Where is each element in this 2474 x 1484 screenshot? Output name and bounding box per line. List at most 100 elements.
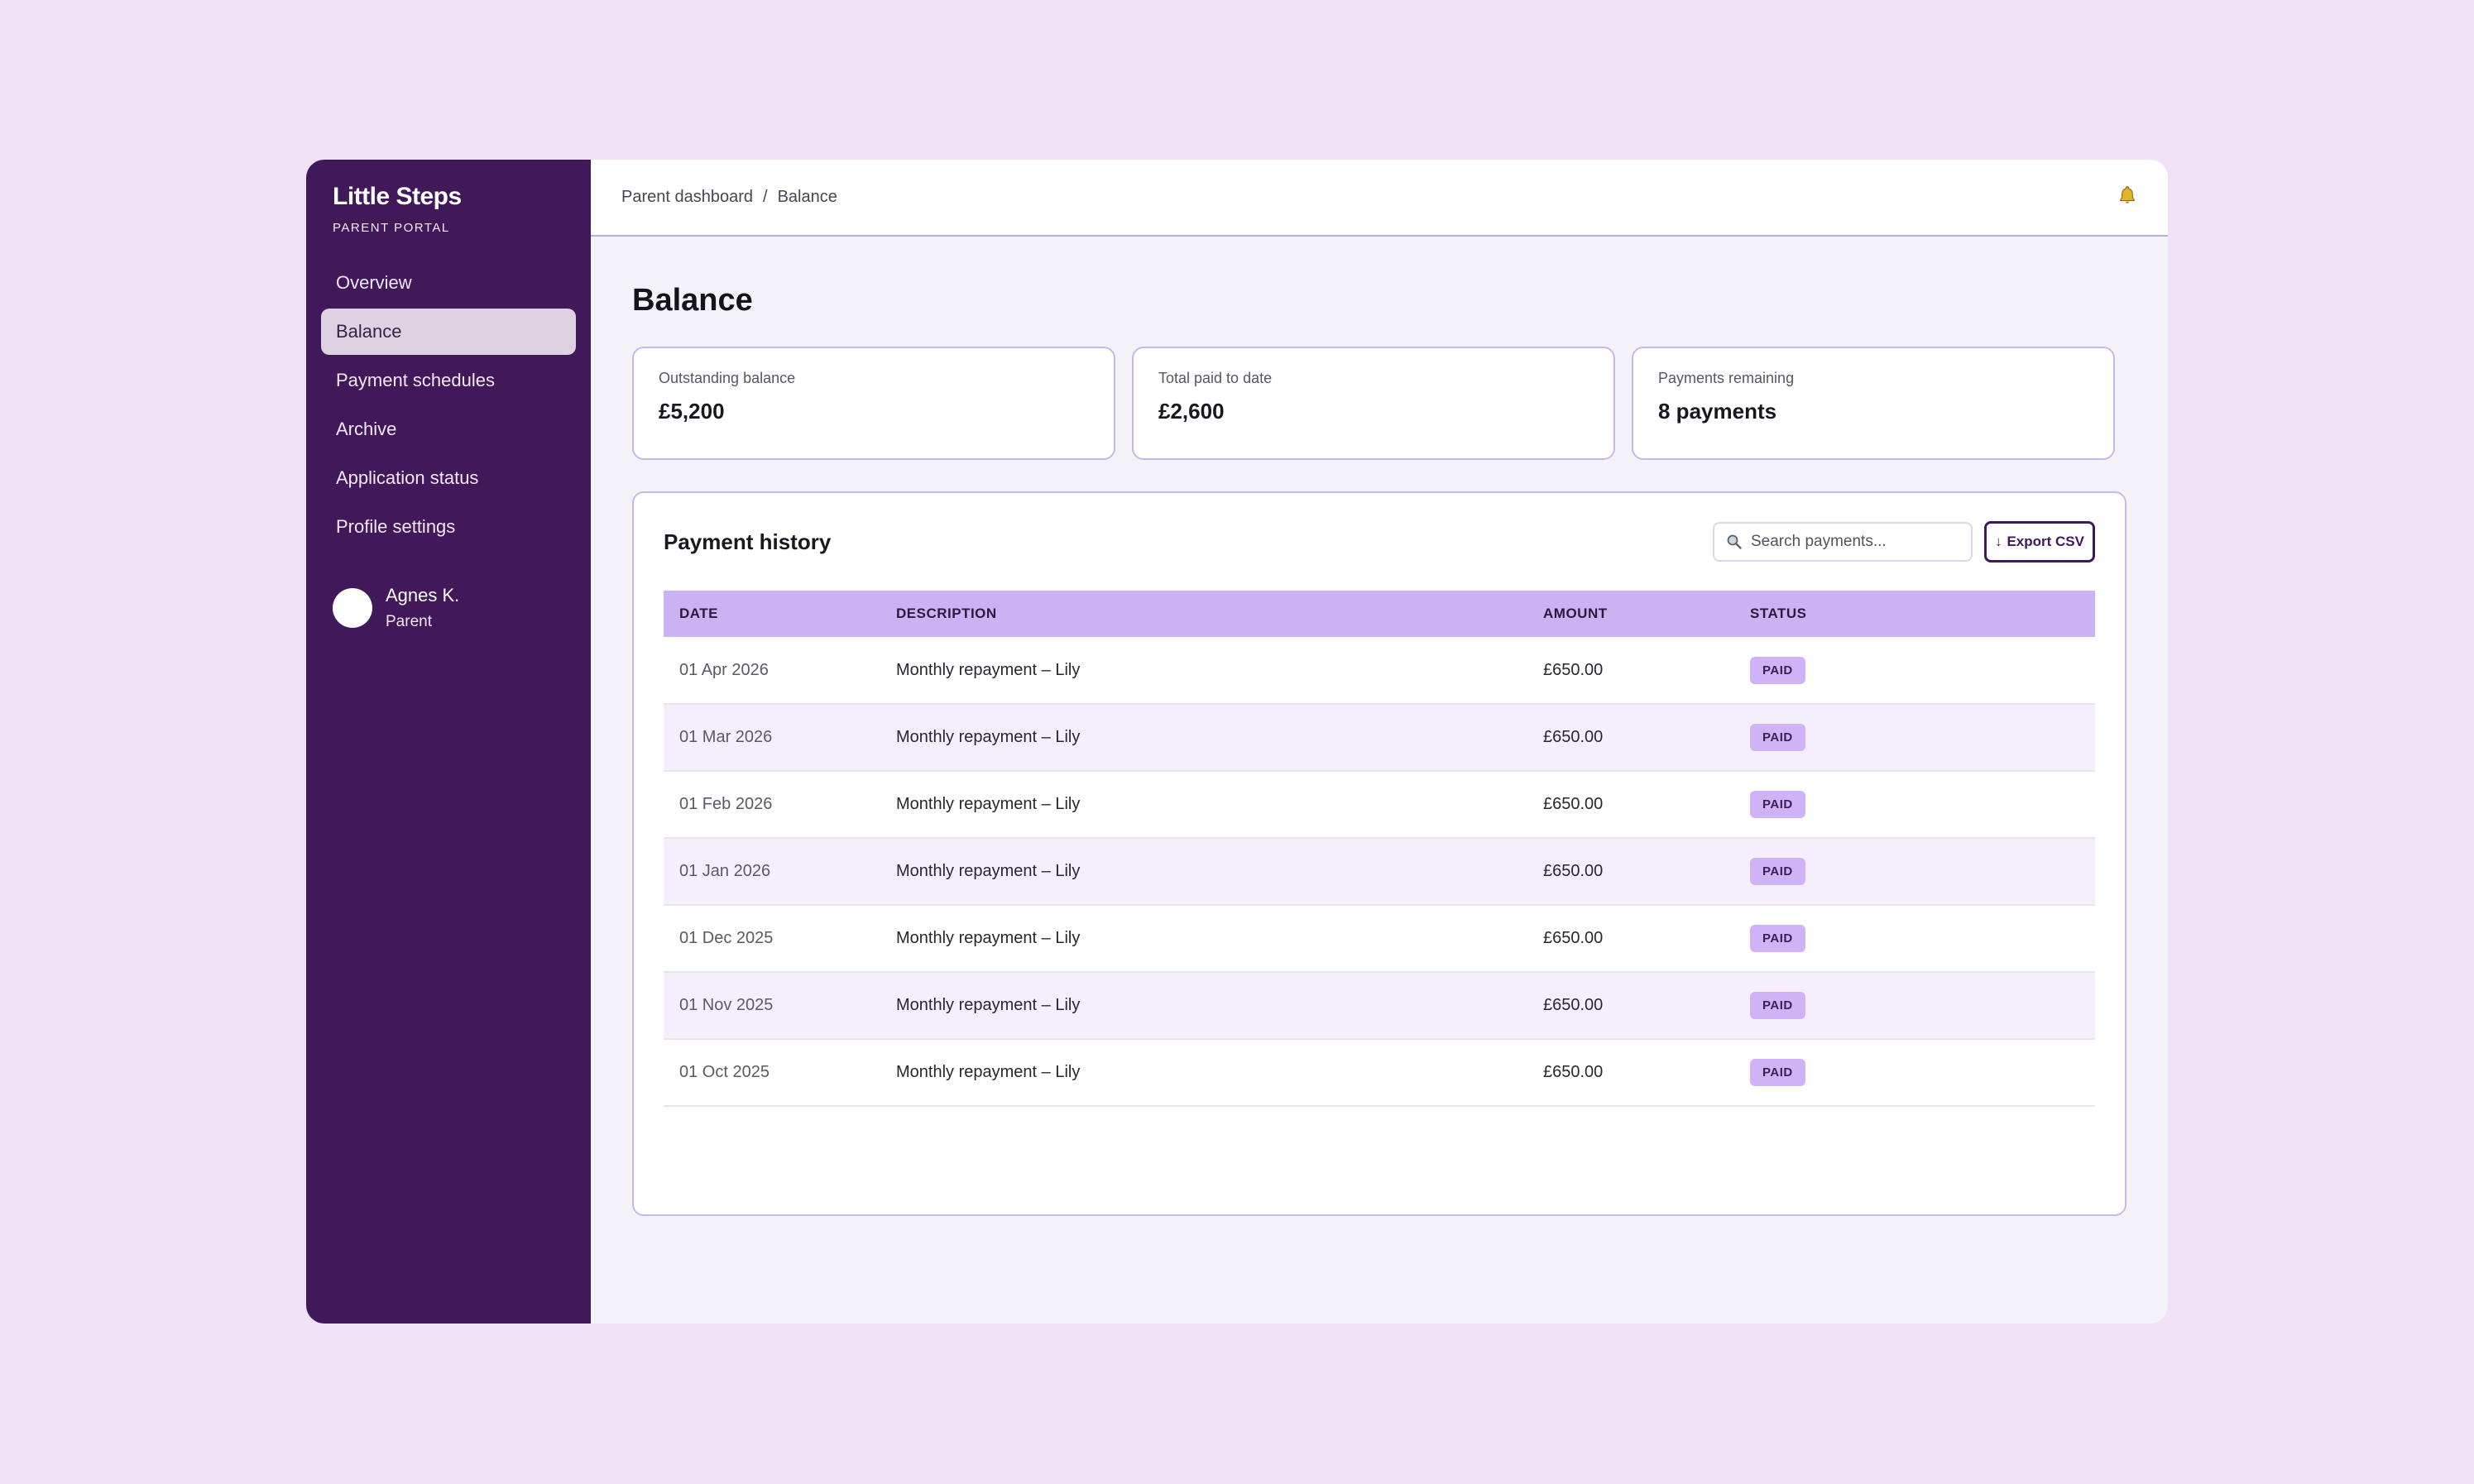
- sidebar-item-payment-schedules[interactable]: Payment schedules: [321, 357, 576, 404]
- cell-amount: £650.00: [1543, 637, 1750, 705]
- status-badge: PAID: [1750, 992, 1805, 1019]
- status-badge: PAID: [1750, 724, 1805, 751]
- cell-status: PAID: [1750, 771, 2095, 839]
- table-row[interactable]: 01 Dec 2025 Monthly repayment – Lily £65…: [664, 905, 2095, 973]
- table-row[interactable]: 01 Oct 2025 Monthly repayment – Lily £65…: [664, 1039, 2095, 1107]
- stat-card-outstanding-balance: Outstanding balance £5,200: [632, 347, 1115, 460]
- stat-label: Total paid to date: [1158, 370, 1273, 386]
- download-arrow-icon: ↓: [1994, 534, 2002, 549]
- cell-amount: £650.00: [1543, 1039, 1750, 1107]
- cell-date: 01 Oct 2025: [664, 1039, 896, 1107]
- cell-status: PAID: [1750, 704, 2095, 772]
- cell-date: 01 Nov 2025: [664, 972, 896, 1040]
- table-row[interactable]: 01 Nov 2025 Monthly repayment – Lily £65…: [664, 972, 2095, 1040]
- sidebar-item-label: Archive: [336, 419, 397, 439]
- sidebar-item-label: Application status: [336, 467, 479, 488]
- sidebar-item-label: Balance: [336, 321, 402, 342]
- main-area: Parent dashboard / Balance Balance Outst…: [591, 160, 2168, 1324]
- search-placeholder: Search payments...: [1750, 533, 1887, 550]
- cell-date: 01 Jan 2026: [664, 838, 896, 906]
- cell-description: Monthly repayment – Lily: [896, 972, 1543, 1040]
- content: Balance Outstanding balance £5,200 Total…: [591, 283, 2168, 1216]
- status-badge: PAID: [1750, 858, 1805, 885]
- user-info: Agnes K. Parent: [386, 585, 459, 631]
- export-label: Export CSV: [2007, 534, 2084, 549]
- card-header: Payment history Search payments... ↓ Exp…: [664, 493, 2095, 591]
- search-input[interactable]: Search payments...: [1712, 522, 1973, 562]
- cell-status: PAID: [1750, 637, 2095, 705]
- cell-amount: £650.00: [1543, 905, 1750, 973]
- user-role: Parent: [386, 613, 432, 630]
- column-header-amount: AMOUNT: [1543, 606, 1608, 621]
- cell-date: 01 Mar 2026: [664, 704, 896, 772]
- page-title: Balance: [632, 283, 753, 318]
- status-badge: PAID: [1750, 925, 1805, 952]
- stat-label: Outstanding balance: [659, 370, 796, 386]
- cell-status: PAID: [1750, 838, 2095, 906]
- user-profile[interactable]: Agnes K. Parent: [321, 585, 576, 631]
- cell-description: Monthly repayment – Lily: [896, 771, 1543, 839]
- sidebar-item-archive[interactable]: Archive: [321, 406, 576, 452]
- breadcrumb-current: Balance: [777, 188, 837, 206]
- payment-history-card: Payment history Search payments... ↓ Exp…: [632, 491, 2126, 1216]
- breadcrumb: Parent dashboard / Balance: [621, 188, 837, 207]
- cell-amount: £650.00: [1543, 771, 1750, 839]
- sidebar: Little Steps PARENT PORTAL Overview Bala…: [306, 160, 591, 1324]
- stat-value: £2,600: [1158, 399, 1225, 424]
- card-tools: Search payments... ↓ Export CSV: [1712, 521, 2095, 562]
- sidebar-item-profile-settings[interactable]: Profile settings: [321, 504, 576, 550]
- cell-amount: £650.00: [1543, 704, 1750, 772]
- cell-date: 01 Feb 2026: [664, 771, 896, 839]
- card-title: Payment history: [664, 529, 832, 554]
- table-row[interactable]: 01 Mar 2026 Monthly repayment – Lily £65…: [664, 704, 2095, 772]
- cell-description: Monthly repayment – Lily: [896, 1039, 1543, 1107]
- table-row[interactable]: 01 Feb 2026 Monthly repayment – Lily £65…: [664, 771, 2095, 839]
- table-row[interactable]: 01 Jan 2026 Monthly repayment – Lily £65…: [664, 838, 2095, 906]
- sidebar-item-label: Profile settings: [336, 516, 456, 537]
- cell-date: 01 Apr 2026: [664, 637, 896, 705]
- avatar: [333, 588, 372, 628]
- cell-date: 01 Dec 2025: [664, 905, 896, 973]
- payment-history-table: DATE DESCRIPTION AMOUNT STATUS 01 Apr 20…: [664, 591, 2095, 1107]
- cell-amount: £650.00: [1543, 972, 1750, 1040]
- cell-description: Monthly repayment – Lily: [896, 637, 1543, 705]
- sidebar-item-label: Overview: [336, 272, 412, 293]
- stat-value: 8 payments: [1658, 399, 1777, 424]
- bell-icon[interactable]: [2117, 184, 2138, 210]
- brand: Little Steps PARENT PORTAL: [321, 183, 576, 235]
- sidebar-item-application-status[interactable]: Application status: [321, 455, 576, 501]
- column-header-description: DESCRIPTION: [896, 606, 997, 621]
- sidebar-nav: Overview Balance Payment schedules Archi…: [321, 260, 576, 550]
- table-header-row: DATE DESCRIPTION AMOUNT STATUS: [664, 591, 2095, 637]
- brand-name: Little Steps: [333, 183, 462, 210]
- cell-description: Monthly repayment – Lily: [896, 838, 1543, 906]
- search-icon: [1727, 534, 1742, 549]
- cell-amount: £650.00: [1543, 838, 1750, 906]
- brand-subtitle: PARENT PORTAL: [333, 221, 450, 235]
- sidebar-item-balance[interactable]: Balance: [321, 309, 576, 355]
- user-name: Agnes K.: [386, 585, 460, 606]
- status-badge: PAID: [1750, 1059, 1805, 1086]
- sidebar-item-overview[interactable]: Overview: [321, 260, 576, 306]
- stat-card-total-paid: Total paid to date £2,600: [1132, 347, 1615, 460]
- cell-description: Monthly repayment – Lily: [896, 905, 1543, 973]
- status-badge: PAID: [1750, 791, 1805, 818]
- stat-card-payments-remaining: Payments remaining 8 payments: [1632, 347, 2115, 460]
- column-header-date: DATE: [679, 606, 719, 621]
- export-csv-button[interactable]: ↓ Export CSV: [1983, 521, 2095, 562]
- stat-value: £5,200: [659, 399, 725, 424]
- app-window: Little Steps PARENT PORTAL Overview Bala…: [306, 160, 2168, 1324]
- topbar: Parent dashboard / Balance: [591, 160, 2168, 237]
- stat-label: Payments remaining: [1658, 370, 1795, 386]
- cell-description: Monthly repayment – Lily: [896, 704, 1543, 772]
- cell-status: PAID: [1750, 972, 2095, 1040]
- table-row[interactable]: 01 Apr 2026 Monthly repayment – Lily £65…: [664, 637, 2095, 705]
- stats-row: Outstanding balance £5,200 Total paid to…: [632, 347, 2126, 460]
- cell-status: PAID: [1750, 905, 2095, 973]
- breadcrumb-parent[interactable]: Parent dashboard: [621, 188, 754, 206]
- sidebar-item-label: Payment schedules: [336, 370, 495, 390]
- column-header-status: STATUS: [1750, 606, 1807, 621]
- status-badge: PAID: [1750, 656, 1805, 684]
- breadcrumb-separator: /: [763, 188, 768, 206]
- cell-status: PAID: [1750, 1039, 2095, 1107]
